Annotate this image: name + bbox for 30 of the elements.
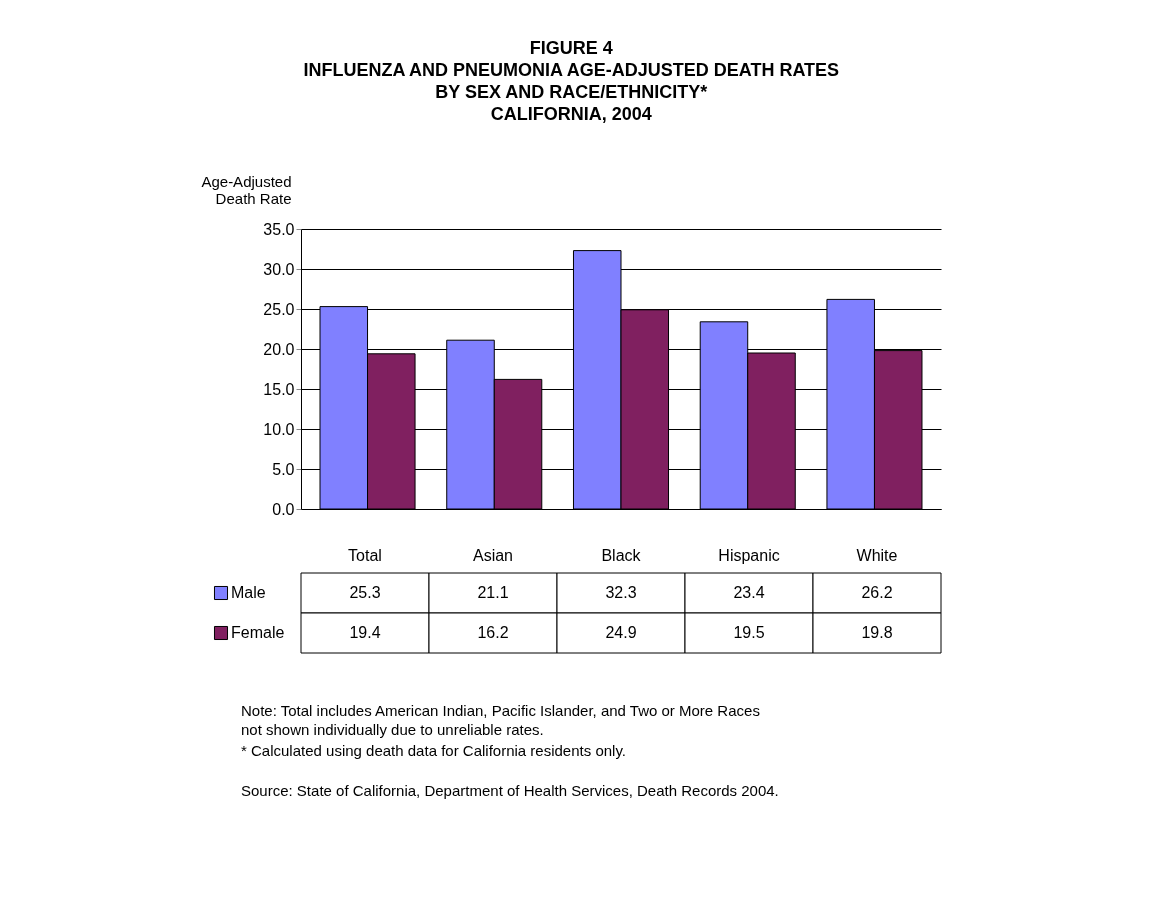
y-tick-label: 35.0 [263, 220, 295, 238]
x-tick-label: Total [348, 546, 382, 564]
y-axis-title: Age-Adjusted Death Rate [201, 172, 292, 207]
x-tick-label: Hispanic [718, 546, 780, 564]
y-tick-label: 10.0 [263, 420, 295, 438]
y-tick-label: 25.0 [263, 300, 295, 318]
data-label: 23.4 [733, 584, 765, 601]
text: Note: Total includes American Indian, Pacific Islander, and Two or More Races not shown individually due to unreliable rates. [241, 702, 760, 738]
y-tick-label: 15.0 [263, 380, 295, 398]
text: * Calculated using death data for California residents only. [241, 742, 626, 759]
data-label: 19.4 [349, 624, 381, 641]
data-label: 26.2 [861, 584, 893, 601]
legend-label: Female [231, 624, 285, 641]
data-label: 21.1 [477, 584, 509, 601]
source-note: Source: State of California, Department of Health Services, Death Records 2004. [241, 782, 779, 799]
data-label: 19.8 [861, 624, 893, 641]
chart-title: FIGURE 4 INFLUENZA AND PNEUMONIA AGE-ADJUSTED DEATH RATES BY SEX AND RACE/ETHNICITY* CALIFORNIA, 2004 [303, 38, 840, 124]
y-tick-label: 5.0 [272, 460, 295, 478]
x-tick-label: Asian [472, 546, 514, 564]
data-label: 32.3 [605, 584, 637, 601]
x-tick-label: White [856, 546, 898, 564]
y-tick-label: 20.0 [263, 340, 295, 358]
x-tick-label: Black [601, 546, 642, 564]
y-tick-label: 0.0 [272, 500, 295, 518]
legend-label: Male [231, 584, 266, 601]
data-label: 24.9 [605, 624, 637, 641]
data-label: 25.3 [349, 584, 381, 601]
data-label: 19.5 [733, 624, 765, 641]
y-tick-label: 30.0 [263, 260, 295, 278]
data-label: 16.2 [477, 624, 509, 641]
